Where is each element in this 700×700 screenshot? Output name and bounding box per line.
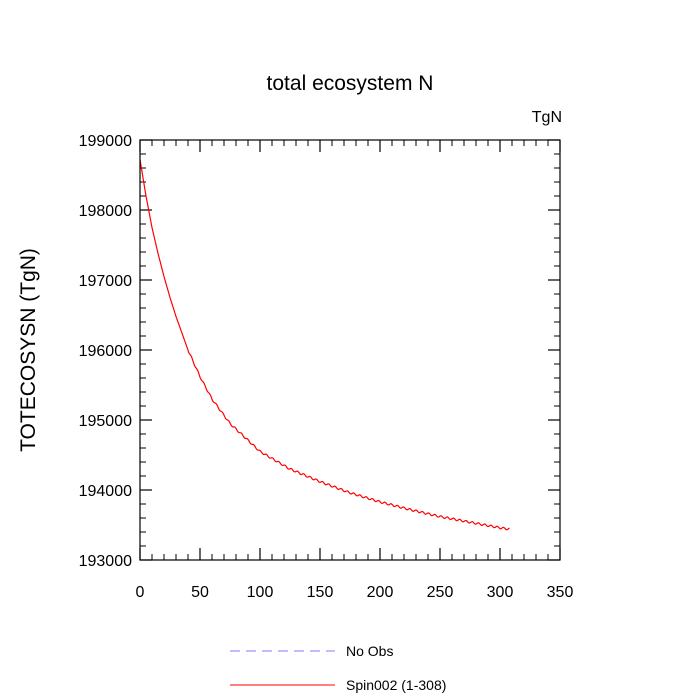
legend: No Obs Spin002 (1-308): [230, 643, 446, 693]
minor-ticks: [140, 140, 560, 560]
y-tick-label: 197000: [79, 273, 132, 290]
y-tick-label: 193000: [79, 553, 132, 570]
major-ticks: [139, 139, 561, 561]
y-tick-label: 194000: [79, 483, 132, 500]
x-tick-labels: 0 50 100 150 200 250 300 350: [136, 584, 574, 601]
x-tick-label: 50: [191, 584, 209, 601]
series-layer: [139, 159, 510, 531]
x-tick-label: 300: [487, 584, 514, 601]
x-tick-label: 350: [547, 584, 574, 601]
y-tick-labels: 193000 194000 195000 196000 197000 198000 1990…: [79, 133, 132, 570]
y-tick-label: 199000: [79, 133, 132, 150]
x-tick-label: 100: [247, 584, 274, 601]
legend-label-no-obs: No Obs: [346, 643, 393, 659]
chart-title: total ecosystem N: [267, 72, 434, 95]
plot-frame: [139, 139, 561, 561]
x-tick-label: 200: [367, 584, 394, 601]
x-tick-label: 150: [307, 584, 334, 601]
x-tick-label: 250: [427, 584, 454, 601]
y-tick-label: 198000: [79, 203, 132, 220]
y-tick-label: 195000: [79, 413, 132, 430]
units-label: TgN: [532, 109, 562, 126]
y-tick-label: 196000: [79, 343, 132, 360]
legend-label-spin002: Spin002 (1-308): [346, 677, 446, 693]
y-axis-label: TOTECOSYSN (TgN): [17, 248, 40, 452]
x-tick-label: 0: [136, 584, 145, 601]
series-line-spin002: [139, 159, 510, 531]
